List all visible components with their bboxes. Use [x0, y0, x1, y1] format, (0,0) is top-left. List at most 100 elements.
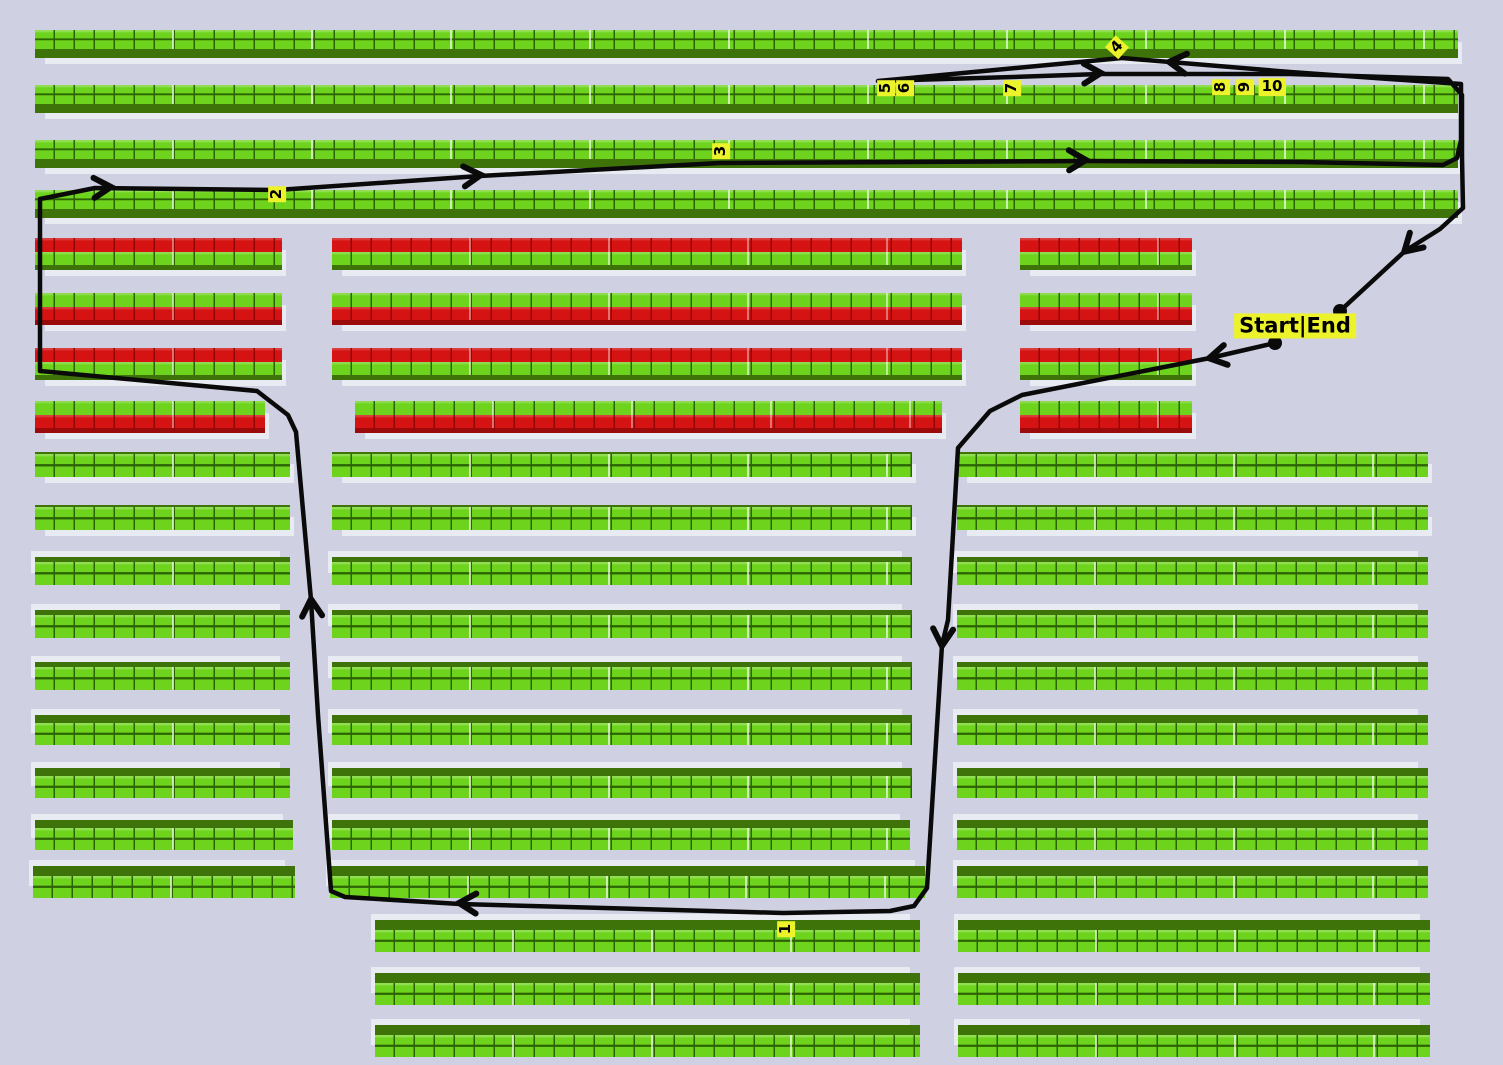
panel-band [332, 348, 962, 362]
panel-band [958, 983, 1430, 1005]
start-end-label: Start|End [1234, 313, 1356, 339]
panel-row-flagged [332, 238, 962, 270]
route-direction-arrow-icon [299, 593, 326, 620]
panel-row [35, 505, 290, 530]
panel-band [35, 265, 282, 270]
panel-band [35, 252, 282, 265]
panel-band [35, 452, 290, 454]
panel-band [958, 1025, 1430, 1035]
panel-band [35, 428, 265, 433]
panel-band [957, 876, 1428, 898]
panel-band [35, 562, 290, 585]
panel-band [1020, 415, 1192, 428]
panel-row [35, 715, 290, 745]
panel-band [957, 768, 1428, 776]
panel-row-flagged [35, 348, 282, 380]
panel-band [958, 973, 1430, 983]
panel-band [35, 505, 290, 507]
panel-band [35, 190, 1458, 209]
panel-band [332, 265, 962, 270]
waypoint-label-8: 8 [1211, 78, 1230, 96]
waypoint-label-4: 4 [1104, 34, 1130, 60]
panel-row [35, 452, 290, 477]
panel-band [35, 828, 293, 850]
route-direction-arrow-icon [453, 890, 480, 917]
panel-row [332, 715, 912, 745]
panel-band [35, 209, 1458, 218]
panel-band [35, 768, 290, 776]
panel-row-flagged [1020, 401, 1192, 433]
route-direction-arrow-icon [90, 174, 117, 201]
panel-band [375, 973, 920, 983]
panel-band [332, 768, 912, 776]
panel-row [35, 768, 290, 798]
panel-band [958, 1035, 1430, 1057]
panel-band [355, 415, 942, 428]
panel-band [332, 375, 962, 380]
panel-band [332, 662, 912, 667]
route-direction-arrow-icon [1203, 342, 1231, 368]
panel-band [332, 452, 912, 454]
panel-row [332, 557, 912, 585]
waypoint-label-3: 3 [711, 142, 730, 160]
waypoint-label-9: 9 [1235, 78, 1254, 96]
panel-band [957, 557, 1428, 562]
panel-band [957, 454, 1428, 477]
panel-band [332, 238, 962, 252]
panel-band [355, 401, 942, 415]
panel-band [35, 30, 1458, 49]
panel-band [330, 866, 925, 876]
panel-band [33, 866, 295, 876]
panel-band [35, 85, 1458, 104]
panel-band [1020, 238, 1192, 252]
panel-band [35, 140, 1458, 159]
panel-row [35, 662, 290, 690]
panel-row [332, 820, 910, 850]
panel-band [332, 776, 912, 798]
panel-row [35, 190, 1458, 218]
panel-row [35, 85, 1458, 113]
panel-band [35, 610, 290, 615]
panel-band [35, 320, 282, 325]
panel-band [957, 615, 1428, 638]
panel-row-flagged [35, 238, 282, 270]
panel-band [35, 723, 290, 745]
panel-band [1020, 401, 1192, 415]
panel-band [332, 252, 962, 265]
panel-row [957, 610, 1428, 638]
panel-row [958, 973, 1430, 1005]
panel-row [33, 866, 295, 898]
waypoint-label-10: 10 [1258, 78, 1286, 96]
panel-row [375, 973, 920, 1005]
route-direction-arrow-icon [930, 625, 957, 652]
route-direction-arrow-icon [1399, 229, 1427, 256]
panel-band [35, 49, 1458, 58]
panel-band [957, 452, 1428, 454]
panel-band [1020, 348, 1192, 362]
panel-row-flagged [1020, 293, 1192, 325]
panel-band [332, 557, 912, 562]
panel-row-flagged [1020, 238, 1192, 270]
panel-band [332, 715, 912, 723]
panel-band [355, 428, 942, 433]
panel-row-flagged [35, 293, 282, 325]
panel-band [332, 562, 912, 585]
route-endpoint-dot [1268, 336, 1282, 350]
waypoint-label-5: 5 [876, 79, 895, 97]
panel-band [375, 1035, 920, 1057]
panel-band [957, 715, 1428, 723]
panel-row [35, 557, 290, 585]
panel-band [35, 667, 290, 690]
panel-band [332, 454, 912, 477]
panel-band [1020, 428, 1192, 433]
panel-band [375, 1025, 920, 1035]
panel-band [332, 362, 962, 375]
panel-band [958, 930, 1430, 952]
waypoint-label-6: 6 [895, 79, 914, 97]
route-direction-arrow-icon [1080, 60, 1107, 87]
panel-band [35, 375, 282, 380]
panel-band [957, 866, 1428, 876]
panel-band [332, 667, 912, 690]
